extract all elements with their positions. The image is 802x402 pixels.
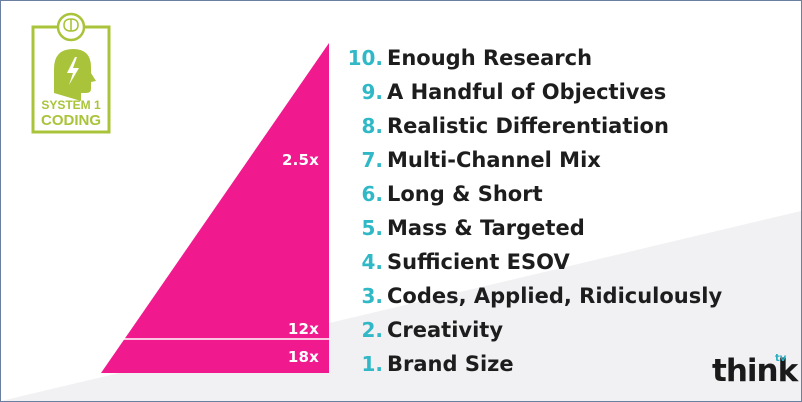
thinktv-logo-sup: tv: [775, 353, 787, 364]
logo-line2: CODING: [41, 112, 101, 129]
thinktv-logo: think: [712, 353, 798, 389]
system1-coding-logo: SYSTEM 1 CODING: [31, 12, 111, 134]
multiplier-label: 2.5x: [281, 151, 319, 169]
logo-line1: SYSTEM 1: [41, 98, 101, 112]
item-label: A Handful of Objectives: [387, 80, 667, 104]
multiplier-label: 18x: [287, 348, 319, 366]
item-label: Codes, Applied, Ridiculously: [387, 284, 723, 308]
item-number: 6.: [361, 182, 383, 206]
list-item: 7. Multi-Channel Mix: [341, 143, 722, 177]
item-label: Enough Research: [387, 46, 593, 70]
item-number: 5.: [361, 216, 383, 240]
item-number: 2.: [361, 318, 383, 342]
item-label: Realistic Differentiation: [387, 114, 669, 138]
item-number: 8.: [361, 114, 383, 138]
list-item: 4. Sufficient ESOV: [341, 245, 722, 279]
item-label: Brand Size: [387, 352, 514, 376]
item-number: 3.: [361, 284, 383, 308]
item-number: 1.: [361, 352, 383, 376]
list-item: 10. Enough Research: [341, 41, 722, 75]
lightning-head-icon: [54, 49, 96, 101]
list-item: 3. Codes, Applied, Ridiculously: [341, 279, 722, 313]
item-label: Mass & Targeted: [387, 216, 585, 240]
list-item: 9. A Handful of Objectives: [341, 75, 722, 109]
list-item: 6. Long & Short: [341, 177, 722, 211]
multiplier-label: 12x: [287, 320, 319, 338]
item-number: 7.: [361, 148, 383, 172]
principles-list: 10. Enough Research 9. A Handful of Object…: [341, 41, 723, 381]
item-label: Multi-Channel Mix: [387, 148, 601, 172]
item-label: Long & Short: [387, 182, 543, 206]
item-label: Sufficient ESOV: [387, 250, 570, 274]
list-item: 1. Brand Size: [341, 347, 722, 381]
list-item: 2. Creativity: [341, 313, 722, 347]
item-number: 4.: [361, 250, 383, 274]
item-label: Creativity: [387, 318, 504, 342]
list-item: 8. Realistic Differentiation: [341, 109, 722, 143]
item-number: 10.: [347, 46, 383, 70]
list-item: 5. Mass & Targeted: [341, 211, 722, 245]
item-number: 9.: [361, 80, 383, 104]
